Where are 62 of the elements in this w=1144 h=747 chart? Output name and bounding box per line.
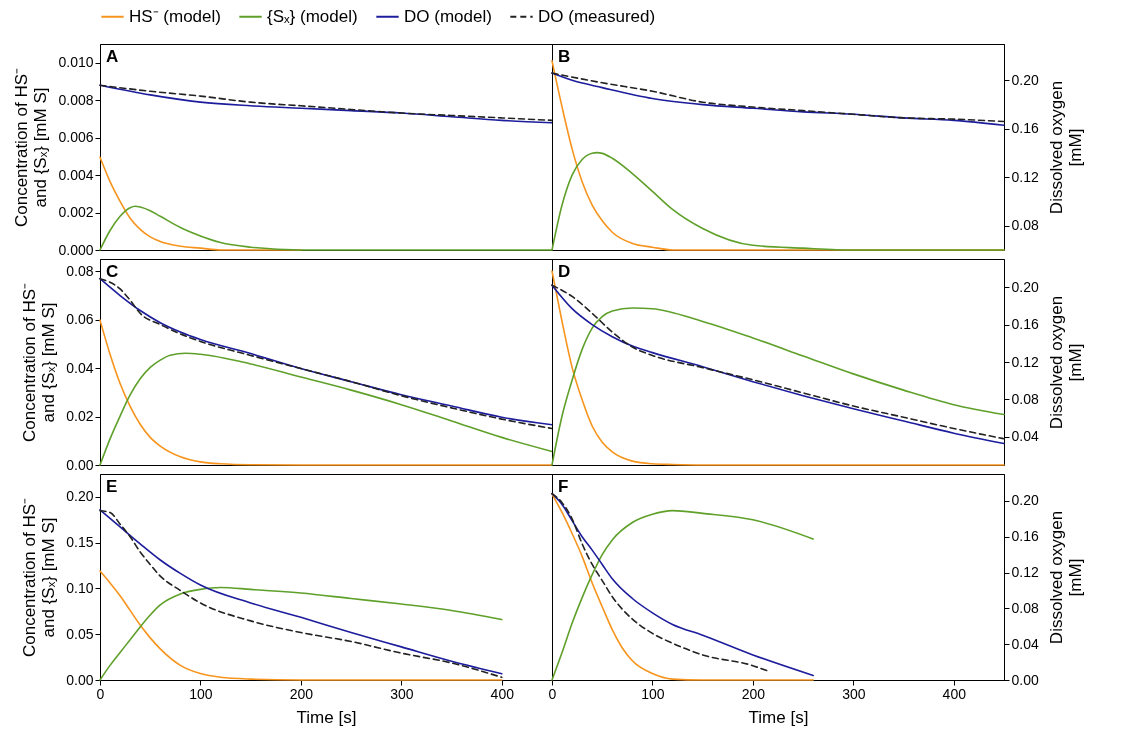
y2-tick-label: 0.08 <box>1011 217 1039 234</box>
y2-tick-label: 0.08 <box>1011 390 1039 407</box>
y-tick-label: 0.06 <box>66 311 94 328</box>
y-tick-label: 0.08 <box>66 262 94 279</box>
y2-tick-label: 0.00 <box>1011 671 1039 688</box>
x-tick-label: 0 <box>96 685 105 702</box>
y2-tick-label: 0.12 <box>1011 353 1039 370</box>
y-tick-label: 0.002 <box>58 204 94 221</box>
y-axis-title: Concentration of HS⁻ and {Sₓ} [mM S] <box>20 282 59 443</box>
y-tick-label: 0.008 <box>58 91 94 108</box>
y2-tick-label: 0.16 <box>1011 120 1039 137</box>
chart-title: B <box>558 47 571 66</box>
y-tick-label: 0.20 <box>66 488 94 505</box>
x-tick-label: 200 <box>289 685 314 702</box>
y-tick-label: 0.00 <box>66 671 94 688</box>
y2-tick-label: 0.20 <box>1011 278 1039 295</box>
x-tick-label: 100 <box>189 685 213 702</box>
x-axis-title: Time [s] <box>748 707 809 727</box>
chart-title: C <box>106 262 119 281</box>
x-tick-label: 0 <box>548 685 557 702</box>
y2-tick-label: 0.04 <box>1011 428 1039 445</box>
y-tick-label: 0.05 <box>66 625 94 642</box>
y2-axis-title: Dissolved oxygen [mM] <box>1046 80 1085 215</box>
x-tick-label: 200 <box>741 685 766 702</box>
y2-axis-title: Dissolved oxygen [mM] <box>1046 295 1085 430</box>
chart-title: A <box>106 47 119 66</box>
y-tick-label: 0.006 <box>58 129 94 146</box>
line-series <box>99 352 553 466</box>
x-tick-label: 400 <box>942 685 967 702</box>
y2-tick-label: 0.08 <box>1011 599 1039 616</box>
y2-tick-label: 0.20 <box>1011 492 1039 509</box>
x-axis-title: Time [s] <box>296 707 357 727</box>
x-tick-label: 300 <box>842 685 866 702</box>
y2-axis-title: Dissolved oxygen [mM] <box>1046 510 1085 645</box>
y-tick-label: 0.00 <box>66 456 94 473</box>
y-tick-label: 0.04 <box>66 359 94 376</box>
y2-tick-label: 0.12 <box>1011 564 1039 581</box>
y2-tick-label: 0.16 <box>1011 316 1039 333</box>
y2-tick-label: 0.16 <box>1011 528 1039 545</box>
y-axis-title: Concentration of HS⁻ and {Sₓ} [mM S] <box>20 497 59 658</box>
x-tick-label: 100 <box>641 685 665 702</box>
y-tick-label: 0.004 <box>58 166 94 183</box>
chart-title: E <box>106 477 118 496</box>
y-tick-label: 0.15 <box>66 534 94 551</box>
x-tick-label: 400 <box>490 685 515 702</box>
y2-tick-label: 0.04 <box>1011 635 1039 652</box>
y-tick-label: 0.010 <box>58 54 94 71</box>
y-tick-label: 0.000 <box>58 241 94 258</box>
y2-tick-label: 0.20 <box>1011 71 1039 88</box>
y-tick-label: 0.10 <box>66 579 94 596</box>
line-series <box>99 319 553 466</box>
y-axis-title: Concentration of HS⁻ and {Sₓ} [mM S] <box>12 67 51 228</box>
y-tick-label: 0.02 <box>66 408 94 425</box>
legend-label: {Sₓ} (model) <box>267 6 358 26</box>
y2-tick-label: 0.12 <box>1011 168 1039 185</box>
line-series <box>551 492 769 672</box>
chart-title: F <box>558 477 569 496</box>
legend-label: DO (measured) <box>538 6 656 26</box>
legend-label: DO (model) <box>404 6 492 26</box>
legend-label: HS⁻ (model) <box>129 6 221 26</box>
chart-title: D <box>558 262 571 281</box>
x-tick-label: 300 <box>390 685 414 702</box>
